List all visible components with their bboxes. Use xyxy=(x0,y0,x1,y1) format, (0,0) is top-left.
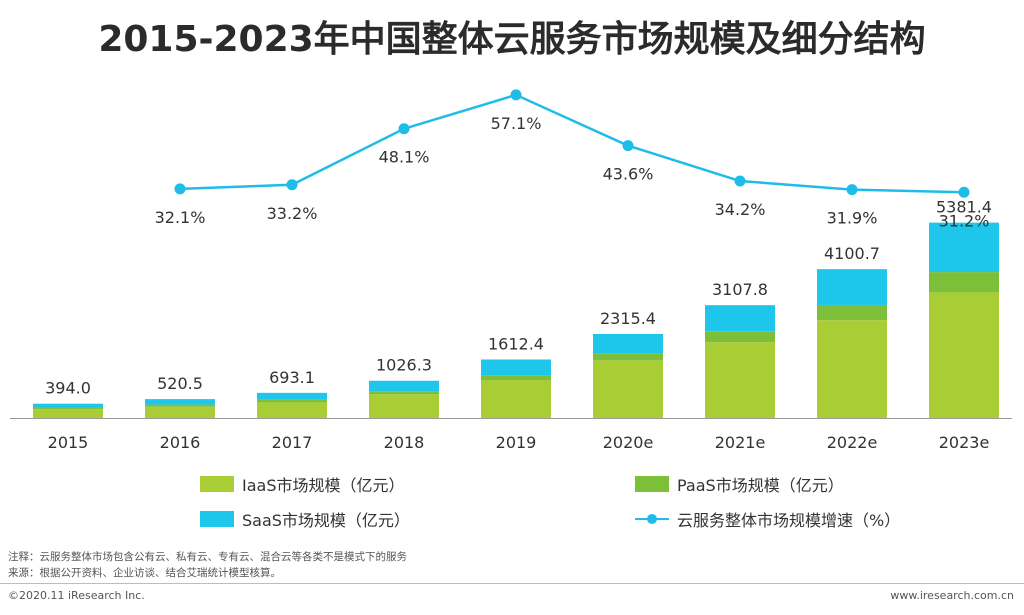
growth-label-2022e: 31.9% xyxy=(827,209,878,228)
bar-total-label-2021e: 3107.8 xyxy=(712,280,768,299)
growth-point-2018 xyxy=(398,123,410,135)
chart-source: 来源：根据公开资料、企业访谈、结合艾瑞统计模型核算。 xyxy=(8,567,281,579)
x-tick-label-2016: 2016 xyxy=(160,433,201,452)
growth-point-2016 xyxy=(174,183,186,195)
growth-line xyxy=(179,93,965,194)
bar-iaas-2019 xyxy=(481,380,551,418)
bar-saas-2022e xyxy=(817,269,887,305)
bar-iaas-2018 xyxy=(369,394,439,418)
legend-growth-label: 云服务整体市场规模增速（%） xyxy=(677,511,901,530)
footer-divider xyxy=(0,583,1024,584)
growth-label-2016: 32.1% xyxy=(155,208,206,227)
bar-paas-2023e xyxy=(929,272,999,293)
legend-paas-swatch xyxy=(635,476,669,492)
bar-paas-2019 xyxy=(481,375,551,381)
bar-total-label-2016: 520.5 xyxy=(157,374,203,393)
bar-saas-2018 xyxy=(369,380,439,392)
legend-iaas: IaaS市场规模（亿元） xyxy=(200,472,405,496)
bar-saas-2019 xyxy=(481,359,551,376)
chart-note: 注释：云服务整体市场包含公有云、私有云、专有云、混合云等各类不是模式下的服务 xyxy=(8,551,407,563)
chart-canvas: 394.0 2015 520.5 2016 693.1 2017 1026.3 2018 161… xyxy=(10,89,1012,452)
growth-label-2019: 57.1% xyxy=(491,114,542,133)
bar-saas-2016 xyxy=(145,399,215,405)
legend-paas-label: PaaS市场规模（亿元） xyxy=(677,476,844,495)
growth-point-2021e xyxy=(734,175,746,187)
bar-iaas-2015 xyxy=(33,409,103,418)
x-tick-label-2023e: 2023e xyxy=(939,433,990,452)
bar-total-label-2022e: 4100.7 xyxy=(824,244,880,263)
bar-saas-2015 xyxy=(33,403,103,408)
bar-paas-2022e xyxy=(817,304,887,321)
growth-label-2017: 33.2% xyxy=(267,204,318,223)
x-tick-label-2021e: 2021e xyxy=(715,433,766,452)
growth-point-2020e xyxy=(622,140,634,152)
x-tick-label-2017: 2017 xyxy=(272,433,313,452)
growth-label-2021e: 34.2% xyxy=(715,200,766,219)
legend-iaas-swatch xyxy=(200,476,234,492)
bar-paas-2020e xyxy=(593,353,663,361)
bar-iaas-2022e xyxy=(817,320,887,418)
bar-iaas-2016 xyxy=(145,406,215,418)
bar-saas-2020e xyxy=(593,333,663,354)
x-tick-label-2022e: 2022e xyxy=(827,433,878,452)
growth-point-2019 xyxy=(510,89,522,101)
bar-iaas-2021e xyxy=(705,342,775,418)
growth-label-2018: 48.1% xyxy=(379,148,430,167)
legend-saas-swatch xyxy=(200,511,234,527)
x-tick-label-2015: 2015 xyxy=(48,433,89,452)
growth-point-2022e xyxy=(846,184,858,196)
bar-paas-2016 xyxy=(145,404,215,407)
bar-total-label-2023e: 5381.4 xyxy=(936,198,992,217)
bar-paas-2018 xyxy=(369,391,439,395)
bar-paas-2015 xyxy=(33,407,103,410)
bar-iaas-2023e xyxy=(929,292,999,418)
legend-saas-label: SaaS市场规模（亿元） xyxy=(242,511,410,530)
bar-total-label-2020e: 2315.4 xyxy=(600,309,656,328)
growth-point-2023e xyxy=(958,186,970,198)
legend-growth: 云服务整体市场规模增速（%） xyxy=(635,507,900,531)
bar-saas-2017 xyxy=(257,392,327,400)
x-tick-label-2019: 2019 xyxy=(496,433,537,452)
growth-label-2020e: 43.6% xyxy=(603,165,654,184)
legend-paas: PaaS市场规模（亿元） xyxy=(635,472,844,496)
website: www.iresearch.com.cn xyxy=(890,589,1014,602)
growth-label-2023e: 31.2% xyxy=(939,211,990,230)
bar-total-label-2015: 394.0 xyxy=(45,379,91,398)
bar-total-label-2018: 1026.3 xyxy=(376,356,432,375)
growth-point-2017 xyxy=(286,179,298,191)
bar-paas-2021e xyxy=(705,331,775,343)
copyright: ©2020.11 iResearch Inc. xyxy=(8,589,145,602)
bar-saas-2023e xyxy=(929,222,999,273)
bar-saas-2021e xyxy=(705,305,775,332)
bar-paas-2017 xyxy=(257,399,327,403)
bar-iaas-2017 xyxy=(257,402,327,418)
bar-total-label-2019: 1612.4 xyxy=(488,334,544,353)
legend-iaas-label: IaaS市场规模（亿元） xyxy=(242,476,405,495)
x-tick-label-2018: 2018 xyxy=(384,433,425,452)
legend-saas: SaaS市场规模（亿元） xyxy=(200,507,410,531)
legend-growth-swatch xyxy=(635,511,669,527)
x-tick-label-2020e: 2020e xyxy=(603,433,654,452)
bar-iaas-2020e xyxy=(593,360,663,418)
chart-title: 2015-2023年中国整体云服务市场规模及细分结构 xyxy=(98,19,926,60)
bar-total-label-2017: 693.1 xyxy=(269,368,315,387)
